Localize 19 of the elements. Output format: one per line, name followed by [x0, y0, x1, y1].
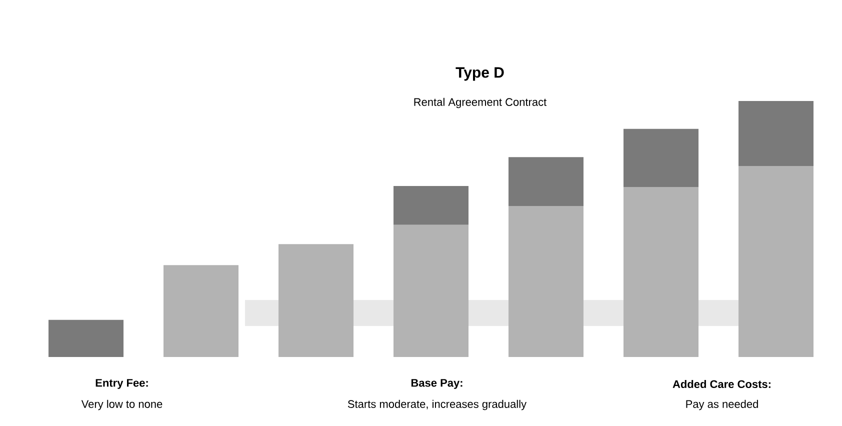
- bar: [738, 166, 814, 357]
- bar: [48, 320, 124, 357]
- bar: [394, 224, 469, 357]
- bar: [164, 265, 239, 357]
- bar: [508, 206, 584, 357]
- bar: [624, 187, 699, 357]
- chart-subtitle: Rental Agreement Contract: [414, 98, 547, 108]
- bar: [394, 186, 469, 225]
- text: Added Care Costs:: [672, 380, 770, 388]
- chart-title: Type D: [456, 67, 504, 81]
- bar: [278, 244, 354, 357]
- bar: [738, 101, 814, 166]
- text: Starts moderate, increases gradually: [348, 400, 527, 410]
- text: Entry Fee:: [96, 379, 148, 389]
- text: Pay as needed: [686, 400, 758, 410]
- bar: [624, 128, 699, 188]
- text: Base Pay:: [411, 379, 462, 389]
- bar: [508, 157, 584, 206]
- text: Very low to none: [81, 400, 162, 410]
